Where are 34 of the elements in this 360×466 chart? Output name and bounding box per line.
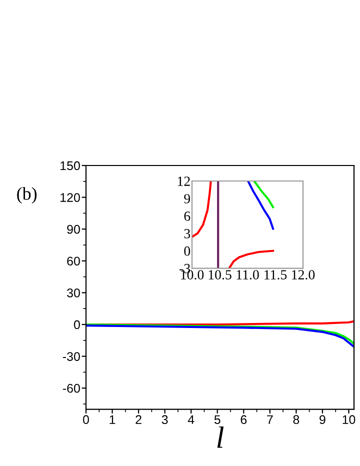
y-tick-label: 150: [60, 161, 80, 170]
x-tick-label: 8: [293, 415, 300, 424]
y-tick-label: 120: [60, 193, 80, 202]
line-series: [253, 181, 274, 208]
x-tick-label: 1: [110, 415, 116, 424]
x-tick-label: 0: [83, 415, 89, 424]
y-tick-label: 90: [67, 224, 80, 234]
text: (b): [17, 187, 37, 204]
x-tick-label: 2: [136, 415, 142, 424]
x-tick-label: 10.5: [208, 270, 232, 280]
y-tick-label: 0: [184, 246, 190, 256]
x-axis-title: l: [217, 426, 224, 448]
line-series: [247, 181, 274, 230]
y-tick-label: 6: [184, 212, 190, 221]
y-tick-label: 30: [67, 288, 80, 298]
y-tick-label: 3: [184, 229, 190, 238]
y-tick-label: 9: [184, 194, 190, 204]
x-tick-label: 6: [240, 415, 247, 424]
y-tick-label: 12: [178, 176, 190, 186]
x-tick-label: 4: [188, 415, 194, 424]
x-tick-label: 12.0: [292, 270, 315, 280]
y-tick-label: -60: [62, 384, 80, 393]
x-tick-label: 10: [342, 415, 356, 424]
line-series: [228, 250, 274, 268]
y-tick-label: 60: [67, 256, 80, 266]
line-series: [192, 181, 212, 238]
x-tick-label: 5: [214, 415, 220, 424]
x-tick-label: 11.5: [264, 270, 287, 280]
y-tick-label: -30: [62, 352, 80, 361]
y-tick-label: 0: [74, 320, 80, 330]
x-tick-label: 7: [267, 415, 273, 424]
x-tick-label: 3: [162, 415, 168, 424]
x-tick-label: 9: [320, 415, 326, 424]
x-tick-label: 11.0: [236, 270, 259, 280]
